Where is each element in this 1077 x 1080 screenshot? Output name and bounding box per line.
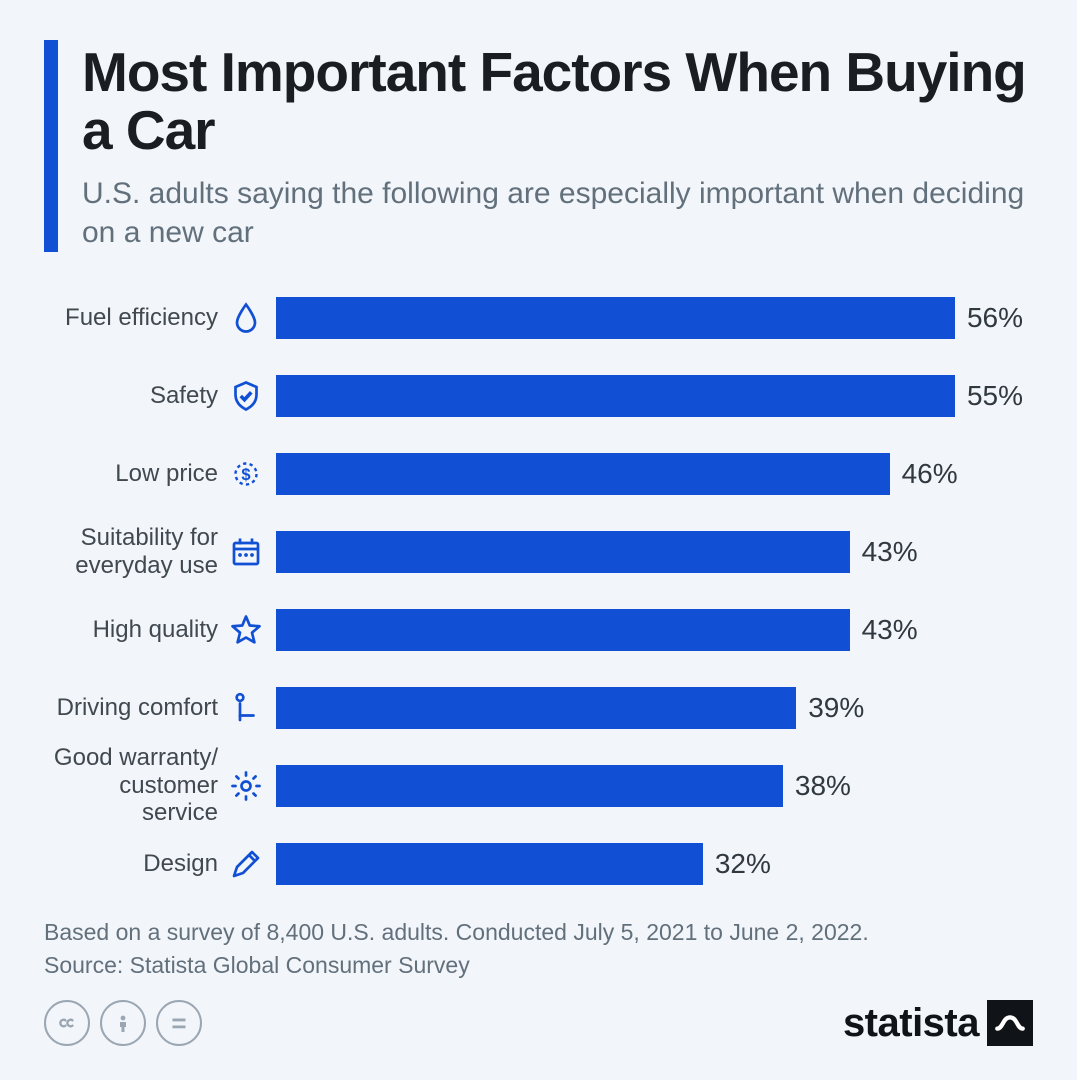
cc-license-badges: = xyxy=(44,1000,202,1046)
bar-area: 32% xyxy=(276,843,1023,885)
row-label-wrap: High quality xyxy=(44,610,266,650)
droplet-icon xyxy=(226,298,266,338)
bar-value: 43% xyxy=(862,614,918,646)
bar-value: 39% xyxy=(808,692,864,724)
chart-row: Fuel efficiency 56% xyxy=(44,284,1023,352)
bar xyxy=(276,375,955,417)
gear-icon xyxy=(226,766,266,806)
statista-logo: statista xyxy=(843,1000,1033,1046)
bar xyxy=(276,765,783,807)
chart-row: Low price $46% xyxy=(44,440,1023,508)
shield-check-icon xyxy=(226,376,266,416)
bar-value: 32% xyxy=(715,848,771,880)
row-label: Low price xyxy=(115,460,218,488)
bar-chart: Fuel efficiency 56% Safety 55% Low price $46%… xyxy=(44,284,1033,898)
seat-icon xyxy=(226,688,266,728)
row-label-wrap: Safety xyxy=(44,376,266,416)
cc-icon xyxy=(44,1000,90,1046)
bar-area: 38% xyxy=(276,765,1023,807)
bar-value: 56% xyxy=(967,302,1023,334)
bar-area: 56% xyxy=(276,297,1023,339)
row-label: High quality xyxy=(93,616,218,644)
chart-title: Most Important Factors When Buying a Car xyxy=(82,44,1033,160)
row-label: Fuel efficiency xyxy=(65,304,218,332)
bar-area: 43% xyxy=(276,531,1023,573)
chart-row: Suitability for everyday use 43% xyxy=(44,518,1023,586)
row-label-wrap: Suitability for everyday use xyxy=(44,524,266,579)
chart-row: High quality 43% xyxy=(44,596,1023,664)
cc-by-icon xyxy=(100,1000,146,1046)
bar-value: 55% xyxy=(967,380,1023,412)
header: Most Important Factors When Buying a Car… xyxy=(44,40,1033,252)
row-label-wrap: Low price $ xyxy=(44,454,266,494)
bar xyxy=(276,531,850,573)
footnote-line-1: Based on a survey of 8,400 U.S. adults. … xyxy=(44,916,1033,949)
row-label: Design xyxy=(143,850,218,878)
svg-text:$: $ xyxy=(241,466,250,484)
chart-row: Safety 55% xyxy=(44,362,1023,430)
chart-subtitle: U.S. adults saying the following are esp… xyxy=(82,174,1033,252)
bar-area: 46% xyxy=(276,453,1023,495)
cc-nd-icon: = xyxy=(156,1000,202,1046)
row-label: Suitability for everyday use xyxy=(44,524,218,579)
brand-mark-icon xyxy=(987,1000,1033,1046)
row-label: Safety xyxy=(150,382,218,410)
pencil-icon xyxy=(226,844,266,884)
titles: Most Important Factors When Buying a Car… xyxy=(82,40,1033,252)
row-label: Driving comfort xyxy=(57,694,218,722)
bar-value: 43% xyxy=(862,536,918,568)
chart-row: Good warranty/ customer service38% xyxy=(44,752,1023,820)
row-label: Good warranty/ customer service xyxy=(44,744,218,827)
chart-row: Design 32% xyxy=(44,830,1023,898)
price-badge-icon: $ xyxy=(226,454,266,494)
bar-area: 55% xyxy=(276,375,1023,417)
accent-bar xyxy=(44,40,58,252)
chart-row: Driving comfort 39% xyxy=(44,674,1023,742)
footnote-line-2: Source: Statista Global Consumer Survey xyxy=(44,949,1033,982)
bar xyxy=(276,453,890,495)
bar xyxy=(276,609,850,651)
bar xyxy=(276,843,703,885)
bar-value: 38% xyxy=(795,770,851,802)
row-label-wrap: Fuel efficiency xyxy=(44,298,266,338)
footnote: Based on a survey of 8,400 U.S. adults. … xyxy=(44,916,1033,983)
row-label-wrap: Design xyxy=(44,844,266,884)
row-label-wrap: Good warranty/ customer service xyxy=(44,744,266,827)
bar xyxy=(276,687,796,729)
bar-value: 46% xyxy=(902,458,958,490)
brand-text: statista xyxy=(843,1001,979,1046)
row-label-wrap: Driving comfort xyxy=(44,688,266,728)
calendar-icon xyxy=(226,532,266,572)
bar xyxy=(276,297,955,339)
bar-area: 39% xyxy=(276,687,1023,729)
footer: = statista xyxy=(44,1000,1033,1046)
bar-area: 43% xyxy=(276,609,1023,651)
star-icon xyxy=(226,610,266,650)
